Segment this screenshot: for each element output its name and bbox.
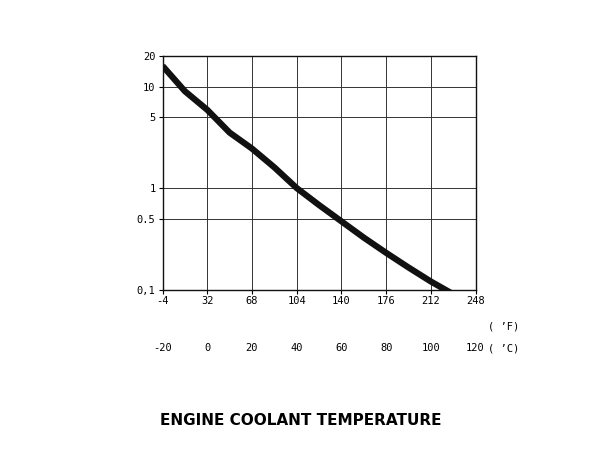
Text: 60: 60 xyxy=(335,343,348,353)
Text: 40: 40 xyxy=(290,343,303,353)
Text: 20: 20 xyxy=(246,343,258,353)
Text: -20: -20 xyxy=(153,343,172,353)
Text: 0: 0 xyxy=(204,343,210,353)
Text: ( ʼC): ( ʼC) xyxy=(488,343,519,353)
Text: 100: 100 xyxy=(421,343,440,353)
Text: 80: 80 xyxy=(380,343,393,353)
Text: ENGINE COOLANT TEMPERATURE: ENGINE COOLANT TEMPERATURE xyxy=(160,413,442,428)
Text: ( ʼF): ( ʼF) xyxy=(488,321,519,331)
Text: 120: 120 xyxy=(466,343,485,353)
